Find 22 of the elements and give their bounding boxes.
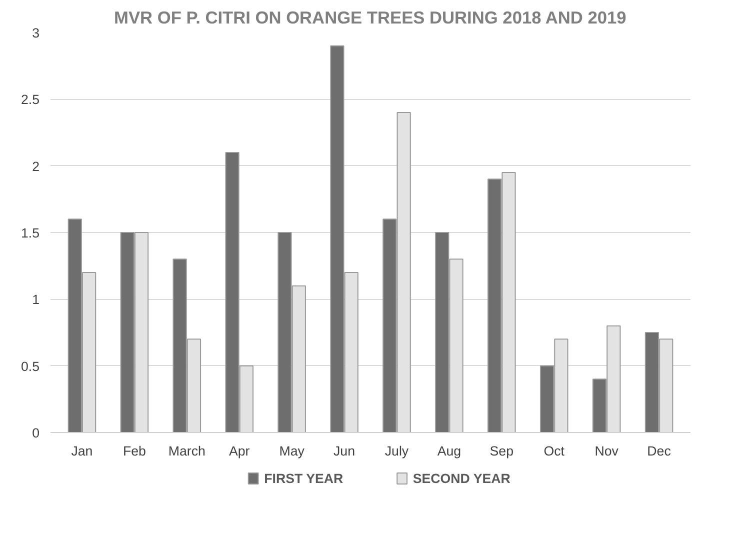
y-tick-label: 1 (32, 292, 40, 308)
legend-label: SECOND YEAR (412, 471, 511, 486)
x-tick-label: May (279, 444, 305, 458)
x-tick-label: Nov (594, 444, 619, 458)
x-tick-label: Jan (71, 444, 93, 458)
y-tick-label: 1.5 (20, 226, 40, 240)
x-tick-label: Sep (490, 444, 514, 458)
x-tick-label: Apr (228, 444, 250, 458)
x-tick-label: July (384, 444, 409, 458)
x-tick-label: Feb (122, 444, 146, 458)
chart-title: MVR OF P. CITRI ON ORANGE TREES DURING 2018 AND 2019 (114, 8, 626, 28)
x-tick-label: Dec (647, 444, 672, 458)
legend-label: FIRST YEAR (264, 471, 344, 486)
x-tick-label: March (168, 444, 206, 458)
y-tick-label: 0 (32, 426, 40, 440)
x-tick-label: Jun (334, 444, 356, 458)
x-tick-label: Aug (437, 444, 462, 458)
y-tick-label: 0.5 (20, 358, 40, 374)
y-tick-label: 2 (32, 158, 40, 174)
y-tick-label: 2.5 (20, 92, 40, 108)
y-tick-label: 3 (32, 26, 40, 40)
x-tick-label: Oct (544, 444, 565, 458)
